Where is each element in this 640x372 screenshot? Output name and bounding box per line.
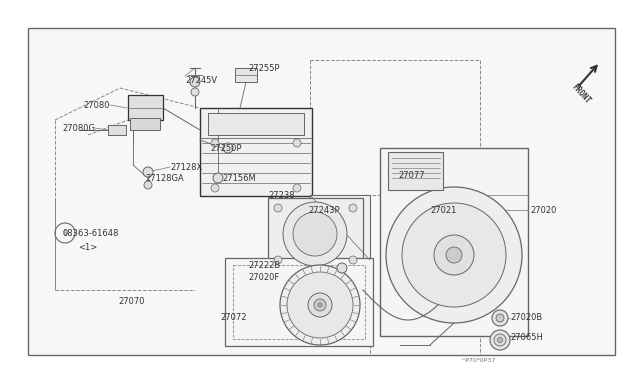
Bar [388,152,443,190]
Circle shape [144,181,152,189]
Circle shape [349,204,357,212]
Text: 27021: 27021 [430,205,456,215]
Text: 27255P: 27255P [248,64,280,73]
Text: 27238: 27238 [268,190,294,199]
Bar [200,108,312,196]
Circle shape [308,293,332,317]
Circle shape [283,202,347,266]
Circle shape [293,184,301,192]
Bar [268,198,363,270]
Bar [208,113,304,135]
Circle shape [494,334,506,346]
Circle shape [211,139,219,147]
Circle shape [143,167,153,177]
Text: 27077: 27077 [398,170,424,180]
Text: 27156M: 27156M [222,173,256,183]
Bar [225,258,373,346]
Text: 27250P: 27250P [210,144,241,153]
Text: 27020B: 27020B [510,314,542,323]
Text: 27020: 27020 [530,205,556,215]
Text: 27245V: 27245V [185,76,217,84]
Circle shape [223,143,233,153]
Bar [128,95,163,120]
Circle shape [274,256,282,264]
Bar [108,125,126,135]
Text: 27020F: 27020F [248,273,279,282]
Text: 27070: 27070 [118,298,145,307]
Circle shape [314,299,326,311]
Polygon shape [310,195,370,260]
Bar [235,68,257,82]
Circle shape [280,265,360,345]
Circle shape [274,204,282,212]
Circle shape [446,247,462,263]
Circle shape [490,330,510,350]
Text: 27080G: 27080G [62,124,95,132]
Circle shape [497,337,502,343]
Bar [28,28,615,355]
Circle shape [318,303,322,307]
Circle shape [496,314,504,322]
Text: 27080: 27080 [83,100,110,109]
Text: 27128X: 27128X [170,163,202,171]
Circle shape [293,139,301,147]
Circle shape [349,256,357,264]
Text: FRONT: FRONT [570,82,592,105]
Circle shape [386,187,522,323]
Text: ^P70*0P37: ^P70*0P37 [460,358,495,363]
Circle shape [287,272,353,338]
Circle shape [211,184,219,192]
Circle shape [337,263,347,273]
Circle shape [402,203,506,307]
Text: 27243P: 27243P [308,205,340,215]
Circle shape [191,88,199,96]
Circle shape [434,235,474,275]
Bar [380,148,528,336]
Circle shape [492,310,508,326]
Text: 08363-61648: 08363-61648 [62,228,118,237]
Circle shape [293,212,337,256]
Circle shape [213,173,223,183]
Circle shape [190,77,200,87]
Text: 27222B: 27222B [248,260,280,269]
Text: S: S [63,230,67,236]
Text: 27072: 27072 [220,314,246,323]
Bar [130,118,160,130]
Text: 27065H: 27065H [510,334,543,343]
Text: <1>: <1> [78,243,97,251]
Text: 27128GA: 27128GA [145,173,184,183]
Bar [233,265,365,339]
